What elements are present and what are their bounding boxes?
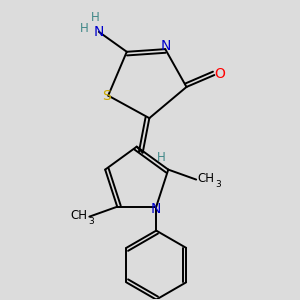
Text: N: N: [94, 25, 104, 39]
Text: N: N: [151, 202, 161, 216]
Text: CH: CH: [197, 172, 214, 185]
Text: N: N: [161, 40, 171, 53]
Text: H: H: [157, 152, 166, 164]
Text: S: S: [103, 88, 111, 103]
Text: H: H: [80, 22, 89, 35]
Text: O: O: [214, 67, 225, 81]
Text: CH: CH: [70, 209, 87, 222]
Text: H: H: [91, 11, 100, 24]
Text: 3: 3: [215, 180, 221, 189]
Text: 3: 3: [88, 218, 94, 226]
